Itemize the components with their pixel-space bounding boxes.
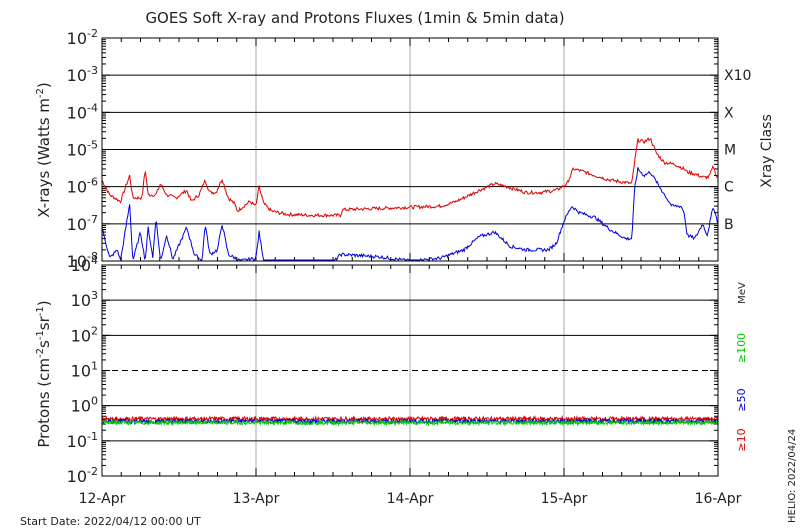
xray-class-tick-label: B: [724, 217, 734, 233]
xray-y-tick-label: 10-4: [67, 101, 98, 122]
chart-title: GOES Soft X-ray and Protons Fluxes (1min…: [145, 9, 564, 27]
x-tick-label: 13-Apr: [233, 491, 280, 507]
footer-helio-date: HELIO: 2022/04/24: [787, 429, 798, 523]
xray-class-tick-label: M: [724, 143, 736, 159]
x-ray-axis-label: X-rays (Watts m-2): [35, 82, 53, 217]
series-layer: [101, 137, 719, 427]
x-tick-label: 14-Apr: [387, 491, 434, 507]
xray-flux-line: [101, 167, 718, 262]
x-tick-label: 16-Apr: [695, 491, 742, 507]
proton-unit-label: MeV: [737, 282, 748, 304]
xray-class-tick-label: X10: [724, 68, 751, 84]
proton-legend-label: ≥10: [735, 428, 748, 451]
proton-y-tick-label: 104: [71, 254, 98, 275]
proton-y-tick-label: 102: [71, 324, 98, 345]
proton-y-tick-label: 103: [71, 289, 98, 310]
xray-y-tick-label: 10-2: [67, 27, 98, 48]
proton-y-tick-label: 100: [71, 395, 98, 416]
proton-y-tick-label: 10-1: [67, 430, 98, 451]
xray-y-tick-label: 10-7: [67, 213, 98, 234]
xray-class-tick-label: C: [724, 180, 734, 196]
proton-panel-frame: [101, 264, 719, 477]
proton-grid: [101, 265, 719, 477]
xray-y-tick-label: 10-8: [67, 250, 98, 271]
xray-y-tick-label: 10-6: [67, 176, 98, 197]
proton-legend-label: ≥50: [735, 388, 748, 411]
x-tick-label: 15-Apr: [541, 491, 588, 507]
proton-y-tick-label: 10-2: [67, 465, 98, 486]
footer-start-date: Start Date: 2022/04/12 00:00 UT: [20, 515, 201, 528]
xray-flux-line: [101, 137, 718, 219]
proton-flux-line: [101, 418, 718, 427]
xray-y-tick-label: 10-3: [67, 64, 98, 85]
xray-class-label: Xray Class: [759, 114, 775, 188]
xray-class-tick-label: X: [724, 105, 734, 121]
proton-axis-label: Protons (cm-2s-1sr-1): [35, 300, 53, 447]
xray-y-tick-label: 10-5: [67, 139, 98, 160]
proton-y-tick-label: 101: [71, 360, 98, 381]
xray-panel-frame: [101, 37, 719, 262]
proton-legend-label: ≥100: [735, 333, 748, 363]
x-tick-label: 12-Apr: [79, 491, 126, 507]
xray-grid: [101, 38, 719, 262]
